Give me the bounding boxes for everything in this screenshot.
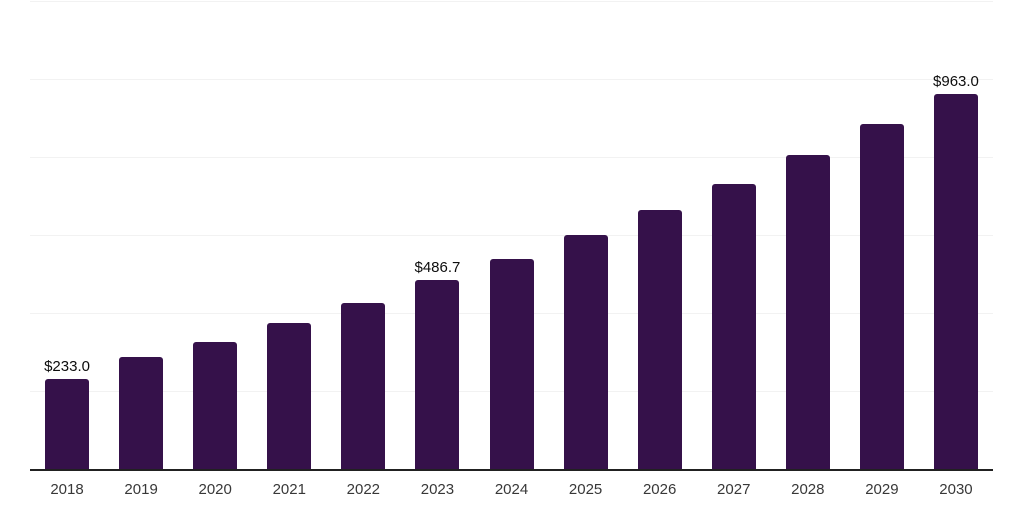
x-tick-label: 2022	[346, 481, 381, 498]
bar-2024	[489, 258, 534, 470]
bar-slot	[178, 2, 252, 470]
bar-2021	[267, 322, 312, 470]
x-axis-line	[30, 469, 993, 471]
x-tick-label: 2020	[198, 481, 232, 498]
x-tick-label: 2029	[865, 481, 899, 498]
x-tick-label: 2025	[568, 481, 603, 498]
x-tick-label: 2023	[420, 481, 455, 498]
bar-2022	[341, 302, 386, 470]
bar-slot	[474, 2, 548, 470]
bar-2018: $233.0	[44, 358, 90, 470]
bar-2027	[711, 183, 756, 470]
bar-slot	[252, 2, 326, 470]
bar-2028	[785, 154, 830, 470]
bar-slot	[771, 2, 845, 470]
bar-value-label: $486.7	[414, 259, 461, 277]
bar-slot	[104, 2, 178, 470]
x-tick-label: 2030	[939, 481, 973, 498]
bar-2023: $486.7	[414, 259, 460, 470]
bar-value-label: $233.0	[44, 358, 90, 376]
x-tick-label: 2028	[791, 481, 825, 498]
x-tick-label: 2024	[494, 481, 529, 498]
x-tick-label: 2026	[642, 481, 677, 498]
bar-2025	[563, 234, 608, 470]
gridline	[30, 1, 993, 2]
bars-container: $233.0 $486.7 $963.0	[30, 2, 993, 470]
bar-slot: $233.0	[30, 2, 104, 470]
gridline	[30, 157, 993, 158]
bar-2019	[119, 356, 164, 470]
x-tick-label: 2018	[50, 481, 84, 498]
bar-2020	[193, 342, 238, 470]
x-tick-label: 2021	[272, 481, 306, 498]
bar-slot	[326, 2, 400, 470]
x-axis-labels: 2018 2019 2020 2021 2022 2023 2024 2025 2026 2027…	[30, 480, 993, 500]
x-tick-label: 2027	[717, 481, 751, 498]
bar-2029	[859, 124, 904, 470]
bar-slot: $486.7	[400, 2, 474, 470]
bar-value-label: $963.0	[933, 73, 979, 91]
bar-slot	[697, 2, 771, 470]
bar-slot	[549, 2, 623, 470]
bar-2030: $963.0	[933, 73, 979, 470]
bar-slot	[623, 2, 697, 470]
bar-2026	[637, 209, 682, 470]
bar-slot: $963.0	[919, 2, 993, 470]
plot-area: $233.0 $486.7 $963.0	[30, 1, 993, 471]
x-tick-label: 2019	[124, 481, 158, 498]
gridline	[30, 235, 993, 236]
bar-slot	[845, 2, 919, 470]
gridline	[30, 79, 993, 80]
